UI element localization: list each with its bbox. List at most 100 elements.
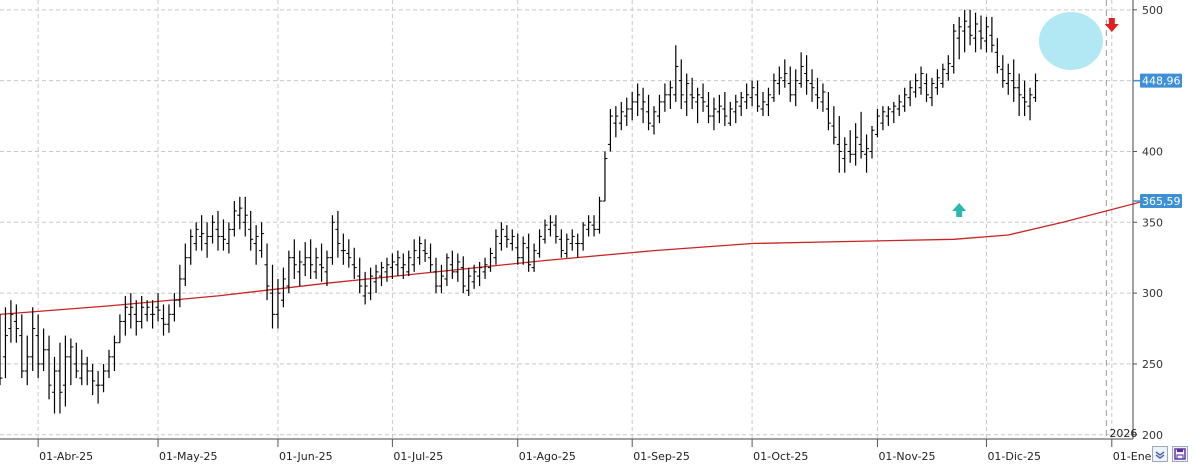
ohlc-bar bbox=[504, 225, 510, 248]
ohlc-bar bbox=[389, 253, 395, 279]
ohlc-bar bbox=[106, 349, 112, 379]
markers-layer bbox=[952, 17, 1119, 217]
ohlc-bar bbox=[760, 91, 766, 117]
ohlc-bar bbox=[242, 196, 248, 237]
x-tick-label: 01-Ago-25 bbox=[519, 450, 576, 463]
ohlc-bar bbox=[983, 16, 989, 53]
ohlc-bar bbox=[68, 338, 74, 386]
y-tick-label: 350 bbox=[1142, 216, 1163, 229]
ohlc-bar bbox=[188, 229, 194, 265]
ohlc-bar bbox=[0, 314, 3, 386]
ohlc-bar bbox=[607, 108, 613, 152]
ohlc-bar bbox=[150, 300, 156, 329]
ohlc-bar bbox=[438, 264, 444, 294]
ohlc-bar bbox=[101, 363, 107, 393]
ohlc-bar bbox=[967, 9, 973, 46]
highlight-circle bbox=[1038, 11, 1103, 70]
ma-layer bbox=[0, 200, 1145, 316]
ohlc-bar bbox=[19, 314, 25, 379]
save-button[interactable] bbox=[1172, 446, 1188, 462]
ohlc-bar bbox=[319, 243, 325, 282]
ohlc-bar bbox=[35, 314, 41, 379]
ohlc-bar bbox=[411, 239, 417, 272]
ohlc-bar bbox=[509, 229, 515, 251]
ohlc-bar bbox=[820, 83, 826, 112]
ohlc-bar bbox=[351, 247, 357, 279]
ohlc-bar bbox=[526, 233, 532, 272]
ohlc-bar bbox=[978, 15, 984, 50]
y-tick-label: 200 bbox=[1142, 429, 1163, 442]
ohlc-bar bbox=[471, 264, 477, 289]
ohlc-bar bbox=[520, 236, 526, 265]
ohlc-bar bbox=[144, 300, 150, 322]
ohlc-bar bbox=[133, 300, 139, 336]
up-arrow-icon bbox=[952, 202, 967, 217]
zoom-toggle-button[interactable] bbox=[1152, 446, 1168, 462]
ohlc-bar bbox=[422, 239, 428, 262]
ohlc-bar bbox=[815, 77, 820, 109]
axes bbox=[0, 0, 1140, 447]
ohlc-bar bbox=[220, 219, 226, 251]
ohlc-bar bbox=[613, 106, 619, 138]
ohlc-bar bbox=[635, 83, 641, 117]
ohlc-bar bbox=[308, 239, 314, 279]
ohlc-bar bbox=[711, 97, 717, 131]
ohlc-bar bbox=[493, 229, 499, 265]
ohlc-bar bbox=[400, 253, 406, 279]
ohlc-bar bbox=[41, 328, 47, 372]
ohlc-bar bbox=[1016, 73, 1022, 117]
ohlc-bar bbox=[117, 314, 123, 344]
ohlc-bar bbox=[395, 250, 401, 277]
ohlc-bar bbox=[629, 91, 635, 121]
ohlc-bar bbox=[280, 267, 286, 308]
ohlc-bar bbox=[286, 250, 292, 294]
ohlc-bar bbox=[204, 222, 210, 258]
ohlc-bar bbox=[2, 307, 8, 379]
last-price-label: 448,96 bbox=[1142, 75, 1181, 88]
ohlc-bar bbox=[624, 97, 630, 126]
ohlc-bar bbox=[90, 363, 96, 396]
ohlc-bar bbox=[695, 87, 701, 124]
ohlc-bar bbox=[313, 247, 319, 279]
ohlc-bar bbox=[907, 80, 913, 107]
x-tick-label: 01-Jun-25 bbox=[279, 450, 333, 463]
ohlc-bar bbox=[869, 125, 875, 159]
ohlc-bar bbox=[651, 106, 657, 135]
ohlc-bar bbox=[733, 94, 739, 124]
ma-price-label-bg bbox=[1140, 194, 1182, 209]
ohlc-bar bbox=[384, 257, 390, 282]
moving-average-line bbox=[0, 200, 1145, 316]
x-tick-label: 01-Abr-25 bbox=[39, 450, 93, 463]
ohlc-bar bbox=[793, 69, 799, 107]
ohlc-bar bbox=[30, 307, 36, 372]
ohlc-bar bbox=[62, 335, 68, 407]
ohlc-bar bbox=[782, 59, 788, 88]
ohlc-bar bbox=[749, 80, 755, 107]
ohlc-bar bbox=[755, 80, 761, 112]
ohlc-bar bbox=[373, 264, 379, 294]
ohlc-bar bbox=[259, 222, 265, 258]
ohlc-bar bbox=[896, 94, 902, 117]
ohlc-bar bbox=[24, 335, 30, 386]
x-tick-label: 01-Nov-25 bbox=[878, 450, 935, 463]
ohlc-bar bbox=[340, 233, 346, 265]
ohlc-bar bbox=[716, 94, 722, 124]
ohlc-bar bbox=[765, 87, 771, 117]
ohlc-bar bbox=[776, 66, 782, 95]
ohlc-bar bbox=[956, 16, 962, 60]
ohlc-bar bbox=[57, 342, 63, 414]
ohlc-bar bbox=[122, 295, 128, 336]
ohlc-bar bbox=[79, 349, 85, 386]
ohlc-bar bbox=[248, 210, 254, 251]
ohlc-bar bbox=[902, 87, 908, 112]
ohlc-bar bbox=[586, 215, 592, 237]
ohlc-bar bbox=[161, 304, 166, 336]
ohlc-bar bbox=[858, 111, 864, 159]
ohlc-bar bbox=[460, 256, 466, 294]
ohlc-bar bbox=[1011, 59, 1017, 102]
ohlc-bar bbox=[853, 123, 859, 166]
ohlc-bar bbox=[515, 233, 521, 265]
ohlc-bar bbox=[580, 222, 586, 251]
ohlc-bar bbox=[302, 242, 308, 277]
ohlc-bar bbox=[1000, 55, 1006, 88]
